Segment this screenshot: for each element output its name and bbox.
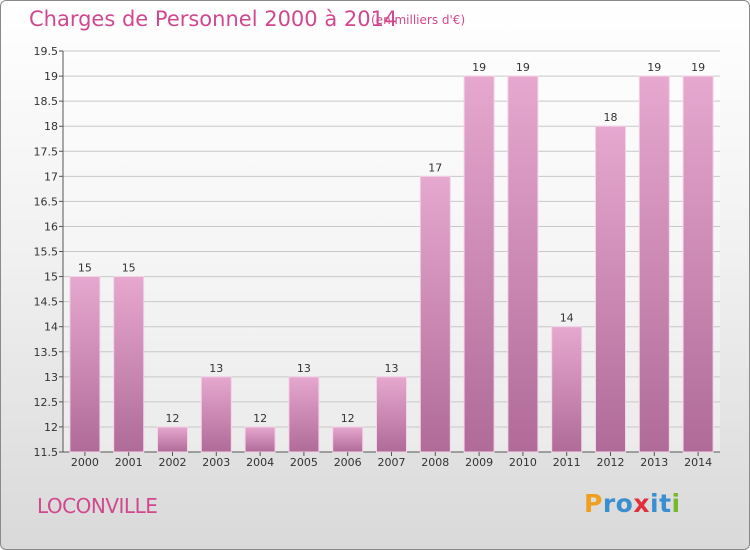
x-tick-label: 2012 [597,456,625,469]
x-tick-label: 2001 [115,456,143,469]
y-tick-label: 13 [44,371,58,384]
y-tick-label: 15.5 [34,246,59,259]
bar-value-label: 15 [122,262,136,275]
bar-value-label: 13 [209,362,223,375]
x-tick-label: 2005 [290,456,318,469]
y-tick-label: 17.5 [34,145,59,158]
bar-value-label: 12 [253,412,267,425]
x-tick-label: 2010 [509,456,537,469]
x-tick-label: 2014 [684,456,712,469]
chart-title: Charges de Personnel 2000 à 2014 [29,7,398,31]
bar [638,75,670,453]
logo-letter: o [615,489,634,518]
y-tick-label: 11.5 [34,446,59,459]
bar [157,426,188,453]
bar [507,75,539,453]
bar-value-label: 14 [560,312,574,325]
bar-value-label: 12 [166,412,180,425]
x-tick-label: 2008 [421,456,449,469]
bar [332,426,364,453]
y-tick-label: 19 [44,70,58,83]
logo-letter: t [659,489,672,518]
y-tick-label: 18 [44,120,58,133]
y-tick-label: 13.5 [34,346,59,359]
logo-letter: i [671,489,681,518]
bar-value-label: 12 [341,412,355,425]
y-tick-label: 12 [44,421,58,434]
y-tick-label: 14 [44,321,58,334]
bar [551,326,583,453]
bar-value-label: 19 [472,61,486,74]
logo-letter: x [633,489,650,518]
y-tick-label: 18.5 [34,95,59,108]
y-tick-label: 19.5 [34,45,59,58]
bar-value-label: 19 [691,61,705,74]
bar [419,175,451,453]
x-tick-label: 2007 [378,456,406,469]
bar [682,75,714,453]
y-tick-label: 14.5 [34,296,59,309]
bar-value-label: 19 [647,61,661,74]
y-tick-label: 17 [44,170,58,183]
x-tick-label: 2004 [246,456,274,469]
bar [244,426,276,453]
city-name: LOCONVILLE [37,494,158,518]
bar-value-label: 17 [428,161,442,174]
x-tick-label: 2009 [465,456,493,469]
bar-value-label: 13 [297,362,311,375]
bar-value-label: 18 [604,111,618,124]
bar-value-label: 13 [385,362,399,375]
x-tick-label: 2013 [640,456,668,469]
logo-letter: r [602,489,616,518]
x-tick-label: 2000 [71,456,99,469]
bar [200,376,232,453]
y-tick-label: 12.5 [34,396,59,409]
y-tick-label: 15 [44,271,58,284]
proxiti-logo: Proxiti [584,489,681,518]
bar-value-label: 15 [78,262,92,275]
chart-subtitle: (en milliers d'€) [371,13,466,27]
y-tick-label: 16 [44,220,58,233]
y-tick-label: 16.5 [34,195,59,208]
bar [113,276,145,453]
bar [463,75,495,453]
logo-letter: i [650,489,660,518]
x-tick-label: 2003 [202,456,230,469]
x-tick-label: 2002 [159,456,187,469]
bar [69,276,101,453]
bar [288,376,320,453]
bar [376,376,407,453]
x-tick-label: 2006 [334,456,362,469]
x-tick-label: 2011 [553,456,581,469]
bar [595,125,626,453]
bar-value-label: 19 [516,61,530,74]
logo-letter: P [584,489,603,518]
